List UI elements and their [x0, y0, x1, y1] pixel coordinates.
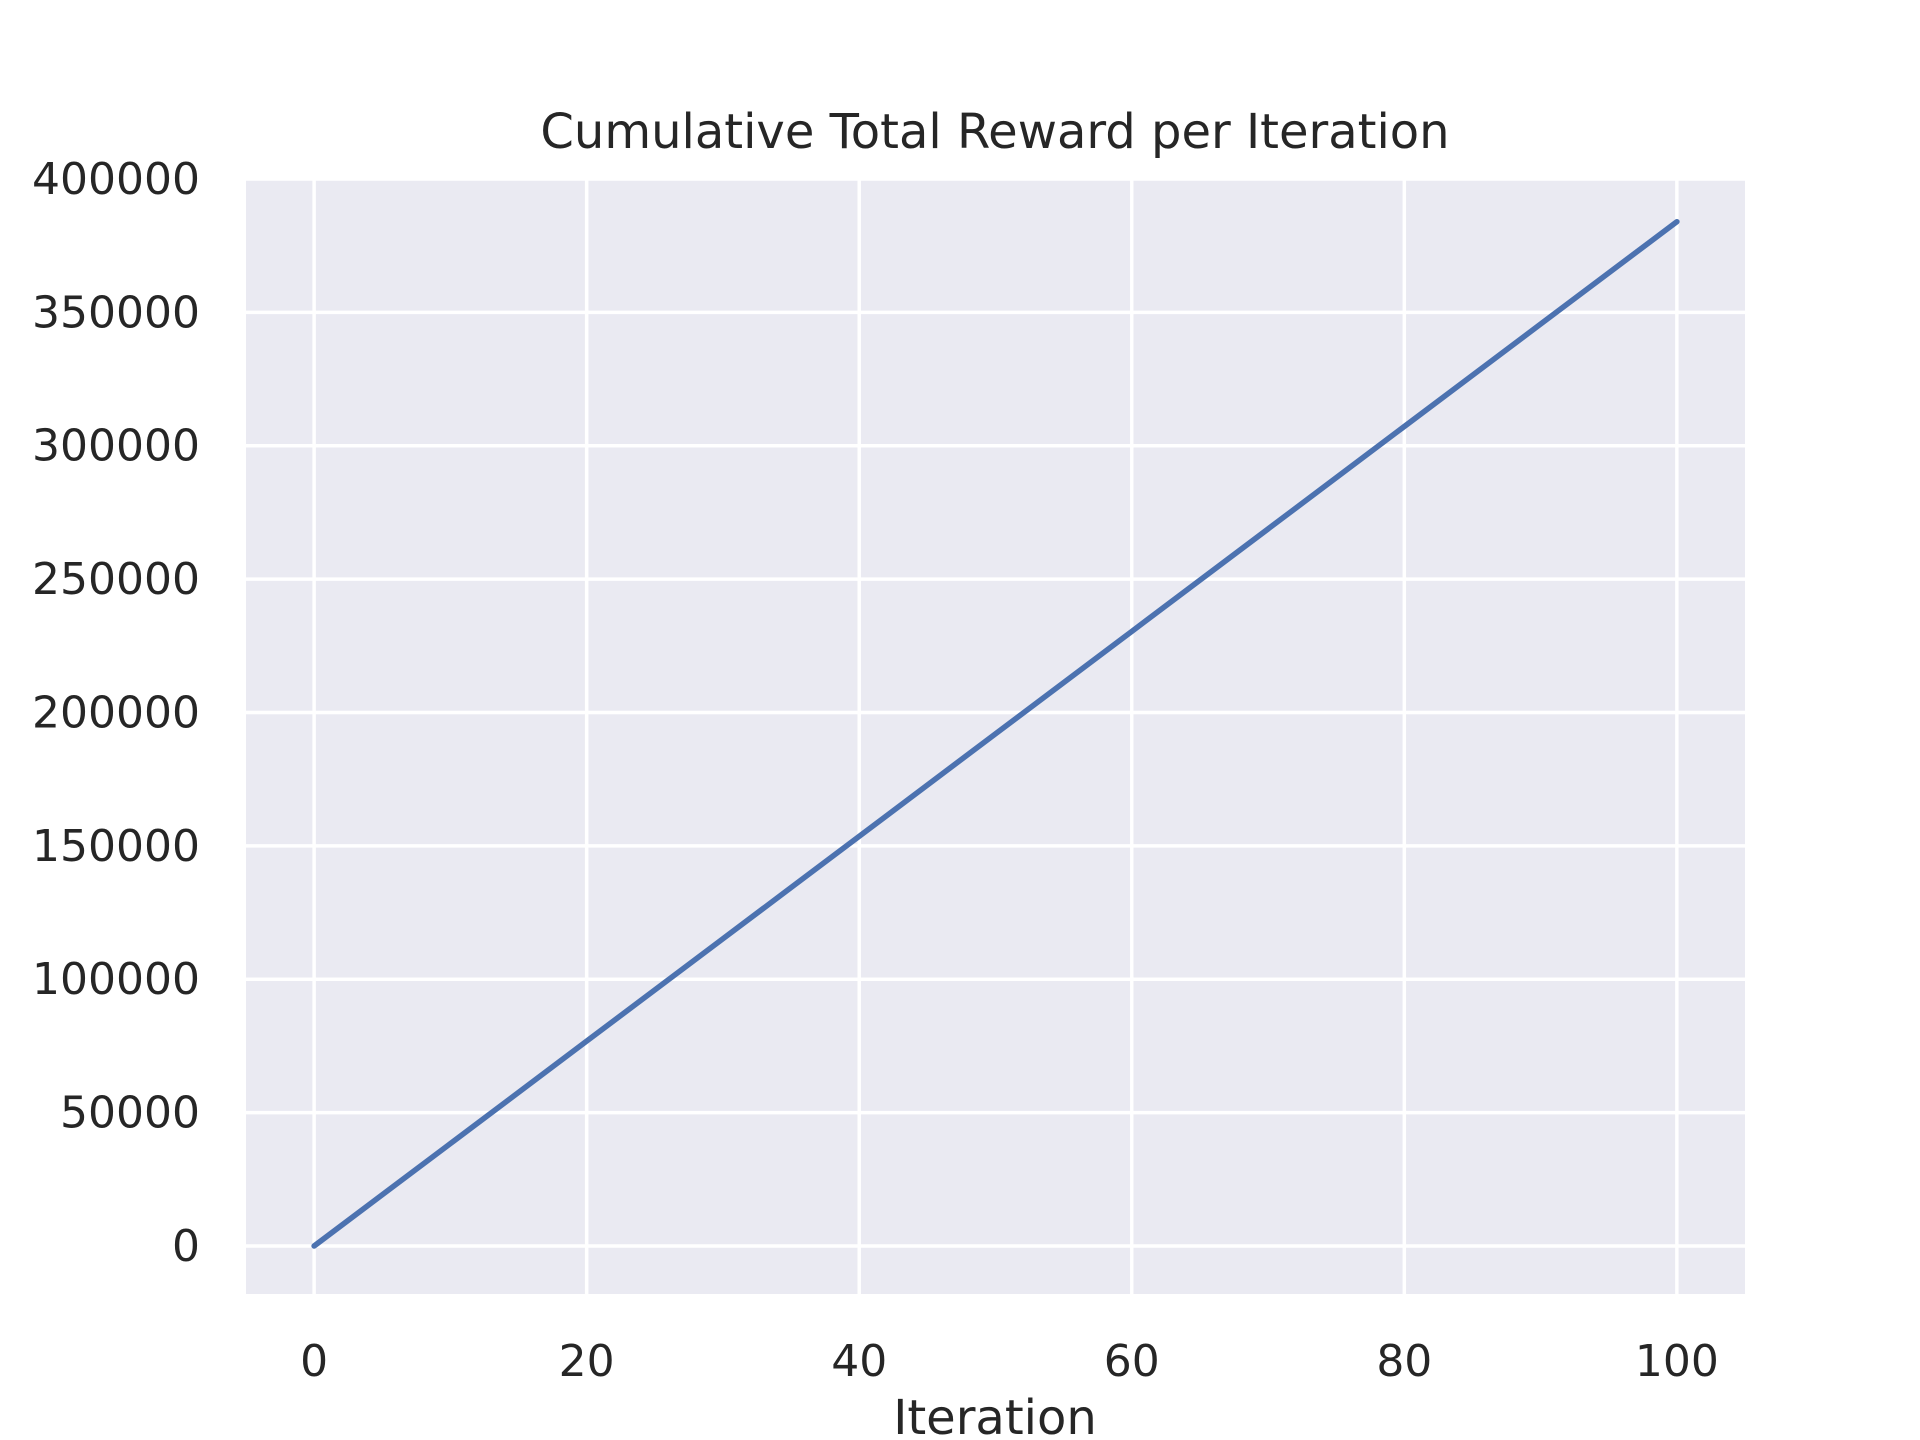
y-tick-labels: 0 50000 100000 150000 200000 250000 300000 3500…	[32, 154, 200, 1272]
x-tick-label: 60	[1104, 1336, 1160, 1387]
series-layer	[311, 218, 1680, 1249]
x-tick-label: 80	[1376, 1336, 1432, 1387]
y-tick-label: 50000	[60, 1088, 200, 1139]
y-tick-label: 0	[172, 1221, 200, 1272]
x-gridlines	[312, 179, 1679, 1294]
series-line	[311, 218, 1680, 1249]
y-tick-label: 300000	[32, 421, 200, 472]
y-tick-label: 250000	[32, 554, 200, 605]
x-tick-label: 20	[559, 1336, 615, 1387]
x-axis-label: Iteration	[893, 1390, 1097, 1440]
x-tick-label: 100	[1635, 1336, 1719, 1387]
y-tick-label: 200000	[32, 687, 200, 738]
x-tick-label: 0	[300, 1336, 328, 1387]
y-tick-label: 350000	[32, 287, 200, 338]
y-tick-label: 400000	[32, 154, 200, 205]
chart-title: Cumulative Total Reward per Iteration	[540, 104, 1449, 160]
x-tick-label: 40	[831, 1336, 887, 1387]
y-tick-label: 150000	[32, 821, 200, 872]
y-tick-label: 100000	[32, 954, 200, 1005]
x-tick-labels: 0 20 40 60 80 100	[300, 1336, 1719, 1387]
